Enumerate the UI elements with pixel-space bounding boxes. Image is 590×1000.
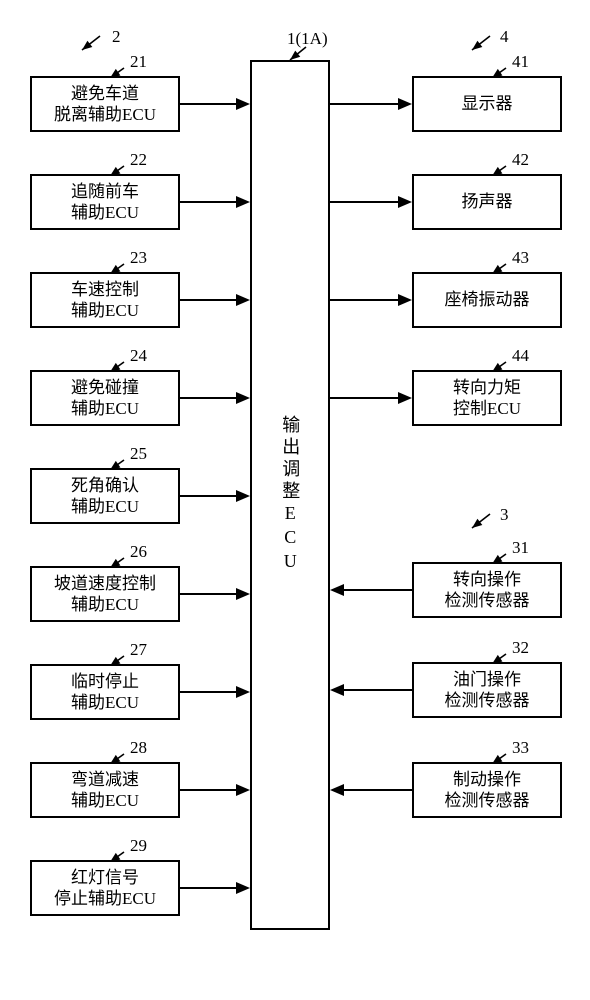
- left-box-22-label: 追随前车 辅助ECU: [71, 181, 139, 224]
- right-in-box-32-label: 油门操作 检测传感器: [445, 669, 530, 712]
- num-44: 44: [512, 347, 529, 364]
- left-box-25: 死角确认 辅助ECU: [30, 468, 180, 524]
- right-out-box-42-label: 扬声器: [462, 191, 513, 212]
- num-group-3: 3: [500, 506, 509, 523]
- num-27: 27: [130, 641, 147, 658]
- right-out-box-44: 转向力矩 控制ECU: [412, 370, 562, 426]
- left-box-23-label: 车速控制 辅助ECU: [71, 279, 139, 322]
- left-box-26: 坡道速度控制 辅助ECU: [30, 566, 180, 622]
- left-box-27-label: 临时停止 辅助ECU: [71, 671, 139, 714]
- right-out-box-41-label: 显示器: [462, 93, 513, 114]
- num-1: 1(1A): [287, 30, 328, 47]
- num-31: 31: [512, 539, 529, 556]
- left-box-22: 追随前车 辅助ECU: [30, 174, 180, 230]
- num-32: 32: [512, 639, 529, 656]
- left-box-26-label: 坡道速度控制 辅助ECU: [54, 573, 156, 616]
- num-29: 29: [130, 837, 147, 854]
- left-box-24-label: 避免碰撞 辅助ECU: [71, 377, 139, 420]
- num-24: 24: [130, 347, 147, 364]
- left-box-28-label: 弯道减速 辅助ECU: [71, 769, 139, 812]
- num-group-4: 4: [500, 28, 509, 45]
- num-43: 43: [512, 249, 529, 266]
- left-box-27: 临时停止 辅助ECU: [30, 664, 180, 720]
- right-out-box-42: 扬声器: [412, 174, 562, 230]
- left-box-29-label: 红灯信号 停止辅助ECU: [54, 867, 156, 910]
- left-box-23: 车速控制 辅助ECU: [30, 272, 180, 328]
- left-box-29: 红灯信号 停止辅助ECU: [30, 860, 180, 916]
- right-out-box-41: 显示器: [412, 76, 562, 132]
- num-28: 28: [130, 739, 147, 756]
- right-in-box-33-label: 制动操作 检测传感器: [445, 769, 530, 812]
- central-ecu-label: 输出调整ECU: [279, 415, 302, 575]
- diagram-stage: 输出调整ECU1(1A)243避免车道 脱离辅助ECU21追随前车 辅助ECU2…: [0, 0, 590, 1000]
- central-ecu: 输出调整ECU: [250, 60, 330, 930]
- num-group-2: 2: [112, 28, 121, 45]
- num-21: 21: [130, 53, 147, 70]
- left-box-21: 避免车道 脱离辅助ECU: [30, 76, 180, 132]
- num-42: 42: [512, 151, 529, 168]
- right-in-box-33: 制动操作 检测传感器: [412, 762, 562, 818]
- right-in-box-31-label: 转向操作 检测传感器: [445, 569, 530, 612]
- right-in-box-32: 油门操作 检测传感器: [412, 662, 562, 718]
- num-22: 22: [130, 151, 147, 168]
- left-box-21-label: 避免车道 脱离辅助ECU: [54, 83, 156, 126]
- right-out-box-43: 座椅振动器: [412, 272, 562, 328]
- right-in-box-31: 转向操作 检测传感器: [412, 562, 562, 618]
- num-26: 26: [130, 543, 147, 560]
- num-23: 23: [130, 249, 147, 266]
- right-out-box-44-label: 转向力矩 控制ECU: [453, 377, 521, 420]
- num-41: 41: [512, 53, 529, 70]
- num-25: 25: [130, 445, 147, 462]
- left-box-28: 弯道减速 辅助ECU: [30, 762, 180, 818]
- right-out-box-43-label: 座椅振动器: [445, 289, 530, 310]
- num-33: 33: [512, 739, 529, 756]
- left-box-25-label: 死角确认 辅助ECU: [71, 475, 139, 518]
- left-box-24: 避免碰撞 辅助ECU: [30, 370, 180, 426]
